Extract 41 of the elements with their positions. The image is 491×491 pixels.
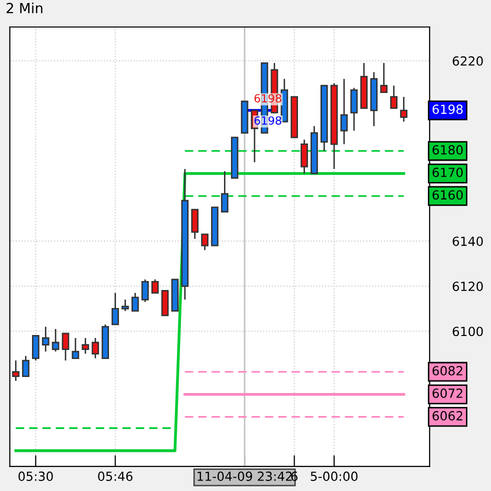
annotation: 6198 — [254, 94, 282, 102]
candlestick — [390, 84, 398, 109]
candlestick — [221, 170, 228, 212]
text: 6180 — [432, 145, 463, 155]
candlestick — [42, 326, 50, 352]
candlestick — [122, 298, 129, 312]
candlestick — [400, 96, 408, 122]
candlestick — [340, 78, 348, 145]
text: 6198 — [432, 104, 463, 114]
candlestick — [112, 292, 119, 326]
y-tick-label: 6140 — [452, 236, 483, 246]
candlestick — [151, 278, 159, 294]
candlestick — [191, 208, 199, 240]
legend-label: 6170 — [432, 168, 463, 178]
candlestick — [72, 337, 80, 359]
text: 6082 — [432, 366, 462, 376]
x-tick-label: 11-04-09 23:42 — [198, 472, 292, 481]
candlestick — [380, 62, 388, 94]
candlestick — [82, 337, 90, 354]
candlestick — [12, 360, 20, 382]
legend-label: 6062 — [432, 411, 462, 420]
candlestick — [300, 138, 308, 174]
legend-label: 6072 — [432, 388, 462, 398]
y-tick-label: 6120 — [452, 282, 483, 292]
candlestick — [92, 337, 100, 359]
candlestick — [141, 278, 149, 303]
candlestick — [32, 335, 40, 362]
x-tick-label: 5-00:00 — [310, 472, 358, 481]
series-label: 6198 — [254, 116, 282, 125]
candlestick — [52, 328, 60, 352]
candlestick — [201, 234, 208, 251]
y-tick-label: 6220 — [452, 56, 483, 66]
legend-label: 6160 — [432, 190, 463, 200]
candlestick — [62, 332, 70, 362]
chart-title: 2 Min — [6, 2, 42, 14]
candlestick — [22, 355, 30, 377]
x-tick-label: 05:46 — [98, 472, 132, 481]
x-tick-label: 05:30 — [18, 472, 53, 481]
y-tick-label: 6100 — [452, 326, 483, 336]
candlestick — [350, 87, 358, 132]
candlestick — [131, 292, 139, 312]
